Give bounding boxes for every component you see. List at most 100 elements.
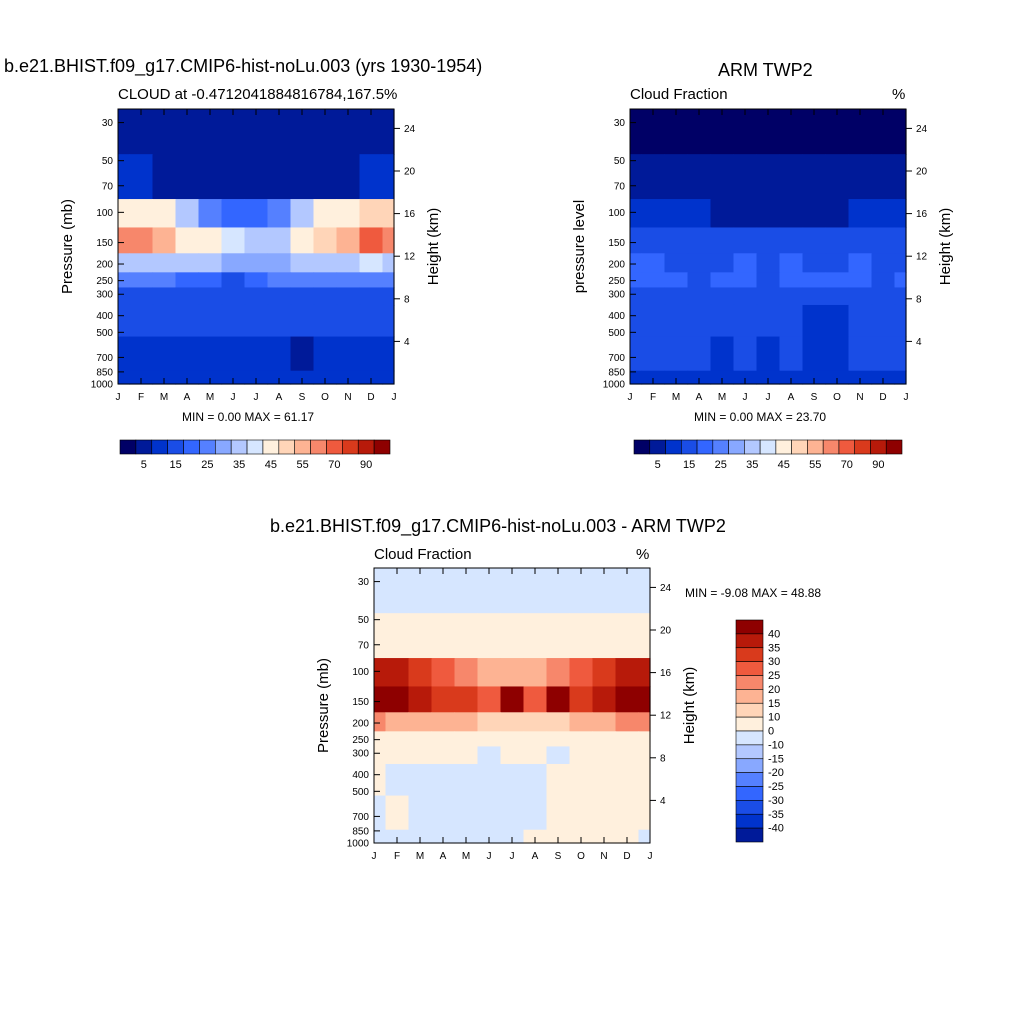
heatmap-cell: [198, 287, 223, 306]
heatmap-cell: [779, 336, 804, 372]
y-tick-label: 150: [352, 697, 369, 708]
heatmap-cell: [454, 746, 479, 765]
colorbar-swatch: [735, 800, 764, 815]
heatmap-cell: [894, 304, 907, 338]
heatmap-cell: [198, 336, 223, 372]
heatmap-cell: [756, 370, 781, 385]
heatmap-cell: [118, 227, 131, 254]
heatmap-cell: [336, 109, 361, 155]
y-tick-label: 30: [614, 118, 626, 129]
colorbar-swatch: [310, 439, 327, 455]
heatmap-cell: [175, 370, 200, 385]
heatmap-cell: [175, 272, 200, 289]
x-tick-label: A: [696, 392, 703, 403]
heatmap-cell: [523, 658, 548, 688]
colorbar-label: -30: [768, 795, 784, 807]
x-tick-label: J: [392, 392, 397, 403]
heatmap-cell: [871, 336, 896, 372]
heatmap-cell: [221, 154, 246, 200]
colorbar-swatch: [183, 439, 200, 455]
heatmap-cell: [894, 336, 907, 372]
heatmap-cell: [825, 336, 850, 372]
y-axis-label: pressure level: [571, 200, 588, 293]
colorbar-label: 20: [768, 684, 780, 696]
heatmap-cell: [313, 272, 338, 289]
heatmap-cell: [129, 370, 154, 385]
heatmap-cell: [408, 763, 433, 797]
heatmap-cell: [313, 199, 338, 229]
heatmap-cell: [290, 287, 315, 306]
y2-tick-label: 16: [916, 209, 928, 220]
y2-tick-label: 16: [660, 668, 672, 679]
heatmap-cell: [431, 686, 456, 713]
y2-tick-label: 24: [660, 583, 672, 594]
heatmap-cell: [267, 227, 292, 254]
heatmap-cell: [779, 272, 804, 289]
heatmap-cell: [382, 336, 395, 372]
heatmap-cell: [385, 712, 410, 732]
heatmap-cell: [454, 763, 479, 797]
heatmap-cell: [687, 272, 712, 289]
heatmap-cell: [267, 199, 292, 229]
heatmap-cell: [802, 304, 827, 338]
heatmap-cell: [374, 795, 387, 831]
heatmap-cell: [408, 731, 433, 748]
heatmap-cell: [313, 336, 338, 372]
heatmap-cell: [382, 154, 395, 200]
heatmap-cell: [385, 658, 410, 688]
heatmap-cell: [175, 109, 200, 155]
heatmap-cell: [756, 304, 781, 338]
x-tick-label: N: [344, 392, 351, 403]
x-tick-label: M: [718, 392, 726, 403]
heatmap-cell: [630, 287, 643, 306]
heatmap-cell: [592, 746, 617, 765]
heatmap-cell: [267, 304, 292, 338]
heatmap-cell: [374, 613, 387, 659]
x-tick-label: J: [766, 392, 771, 403]
heatmap-cell: [152, 272, 177, 289]
heatmap-cell: [313, 304, 338, 338]
heatmap-cell: [198, 109, 223, 155]
heatmap-cell: [825, 227, 850, 254]
heatmap-cell: [710, 336, 735, 372]
heatmap-cell: [152, 154, 177, 200]
heatmap-cell: [779, 199, 804, 229]
heatmap-cell: [152, 109, 177, 155]
heatmap-cell: [382, 272, 395, 289]
heatmap-cell: [641, 154, 666, 200]
colorbar-label: 30: [768, 656, 780, 668]
heatmap-cell: [336, 370, 361, 385]
colorbar-swatch: [735, 619, 764, 635]
colorbar-label: -10: [768, 739, 784, 751]
heatmap-cell: [374, 746, 387, 765]
heatmap-cell: [221, 336, 246, 372]
heatmap-cell: [733, 253, 758, 273]
x-tick-label: J: [743, 392, 748, 403]
y-tick-label: 250: [608, 276, 625, 287]
heatmap-cell: [382, 370, 395, 385]
colorbar-swatch: [151, 439, 168, 455]
colorbar-label: 15: [768, 698, 780, 710]
heatmap-cell: [477, 746, 502, 765]
y2-tick-label: 12: [660, 711, 672, 722]
heatmap-cell: [290, 154, 315, 200]
heatmap-cell: [290, 336, 315, 372]
heatmap-cell: [290, 253, 315, 273]
heatmap-cell: [267, 287, 292, 306]
colorbar-swatch: [735, 786, 764, 801]
heatmap-cell: [152, 253, 177, 273]
heatmap-cell: [454, 731, 479, 748]
heatmap-cell: [244, 154, 269, 200]
heatmap-cell: [118, 304, 131, 338]
heatmap-cell: [408, 746, 433, 765]
heatmap-cell: [756, 272, 781, 289]
heatmap-cell: [244, 370, 269, 385]
heatmap-cell: [118, 336, 131, 372]
colorbar-swatch: [791, 439, 808, 455]
colorbar-swatch: [199, 439, 216, 455]
heatmap-cell: [638, 568, 651, 614]
heatmap-cell: [546, 712, 571, 732]
heatmap-cell: [152, 227, 177, 254]
heatmap-cell: [687, 370, 712, 385]
heatmap-cell: [290, 304, 315, 338]
